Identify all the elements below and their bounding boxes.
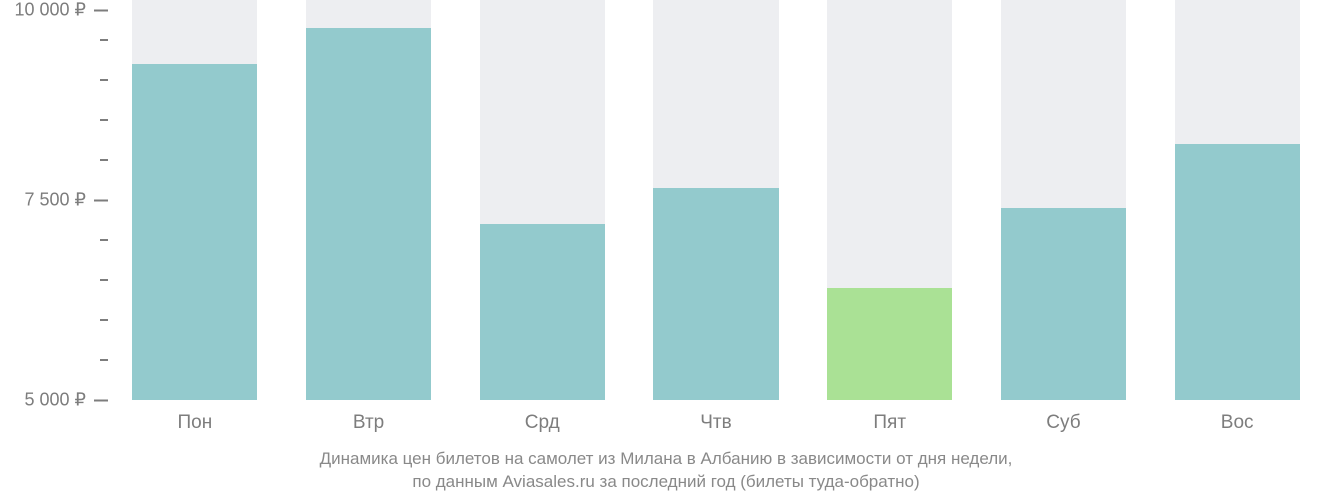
- chart-column: [480, 0, 605, 400]
- y-tick-mark: [94, 399, 108, 401]
- x-tick-label: Пят: [873, 412, 906, 434]
- bar: [132, 64, 257, 400]
- column-background: [1001, 0, 1126, 208]
- bar: [1175, 144, 1300, 400]
- y-tick-label: 5 000 ₽: [25, 390, 95, 411]
- chart-column: [827, 0, 952, 400]
- column-background: [653, 0, 778, 188]
- bar: [827, 288, 952, 400]
- column-background: [306, 0, 431, 28]
- chart-column: [306, 0, 431, 400]
- caption-line-2: по данным Aviasales.ru за последний год …: [0, 471, 1332, 494]
- caption-line-1: Динамика цен билетов на самолет из Милан…: [0, 448, 1332, 471]
- y-tick-minor: [100, 239, 108, 241]
- bar: [653, 188, 778, 400]
- y-tick-minor: [100, 279, 108, 281]
- y-tick-minor: [100, 359, 108, 361]
- x-tick-label: Чтв: [700, 412, 731, 434]
- x-tick-label: Втр: [353, 412, 384, 434]
- column-background: [480, 0, 605, 224]
- chart-column: [1001, 0, 1126, 400]
- y-tick-mark: [94, 199, 108, 201]
- chart-column: [653, 0, 778, 400]
- x-tick-label: Срд: [525, 412, 560, 434]
- y-tick-minor: [100, 159, 108, 161]
- y-tick-minor: [100, 119, 108, 121]
- y-tick-minor: [100, 79, 108, 81]
- price-by-weekday-chart: 5 000 ₽ 7 500 ₽ 10 000 ₽ Пон Втр Срд Чтв Пят Су…: [0, 0, 1332, 502]
- y-tick-mark: [94, 9, 108, 11]
- y-tick-minor: [100, 319, 108, 321]
- column-background: [1175, 0, 1300, 144]
- y-tick-major: 7 500 ₽: [25, 190, 109, 211]
- bar: [1001, 208, 1126, 400]
- column-background: [132, 0, 257, 64]
- y-tick-minor: [100, 39, 108, 41]
- y-tick-label: 7 500 ₽: [25, 190, 95, 211]
- y-tick-major: 10 000 ₽: [14, 0, 108, 21]
- chart-caption: Динамика цен билетов на самолет из Милан…: [0, 448, 1332, 494]
- column-background: [827, 0, 952, 288]
- chart-column: [132, 0, 257, 400]
- y-tick-label: 10 000 ₽: [14, 0, 94, 21]
- y-tick-major: 5 000 ₽: [25, 390, 109, 411]
- x-axis: Пон Втр Срд Чтв Пят Суб Вос: [108, 400, 1324, 440]
- plot-area: [108, 0, 1324, 400]
- x-tick-label: Пон: [177, 412, 212, 434]
- chart-column: [1175, 0, 1300, 400]
- y-axis: 5 000 ₽7 500 ₽10 000 ₽: [0, 0, 108, 400]
- x-tick-label: Суб: [1046, 412, 1080, 434]
- x-tick-label: Вос: [1221, 412, 1254, 434]
- bar: [306, 28, 431, 400]
- bar: [480, 224, 605, 400]
